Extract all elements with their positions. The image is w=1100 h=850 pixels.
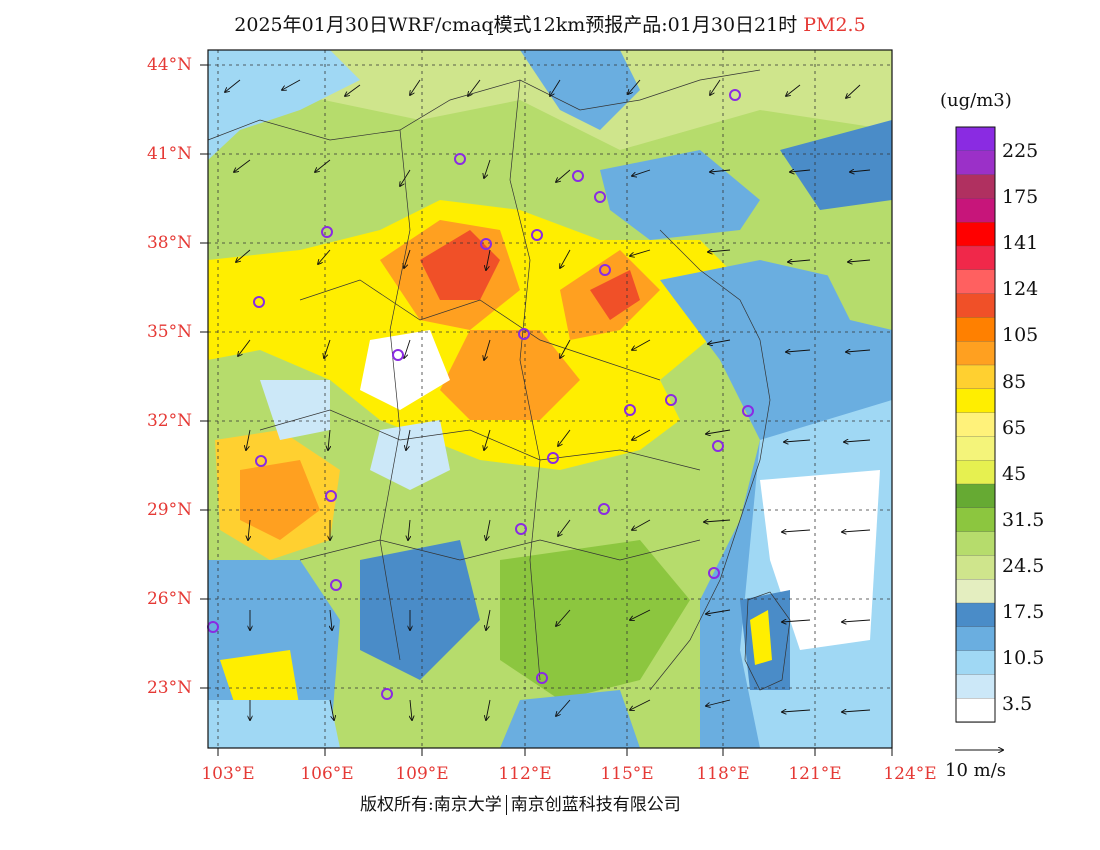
colorbar-swatch xyxy=(955,341,996,366)
colorbar-swatch xyxy=(955,602,996,628)
lon-label-118: 118°E xyxy=(696,764,750,784)
colorbar-swatch xyxy=(955,626,996,652)
colorbar-swatch xyxy=(955,222,996,247)
colorbar-swatch xyxy=(955,126,996,152)
lon-label-121: 121°E xyxy=(788,764,842,784)
wind-vectors xyxy=(225,79,871,720)
wind-scale-label: 10 m/s xyxy=(945,760,1006,781)
colorbar-label: 31.5 xyxy=(1002,508,1045,531)
colorbar-swatch xyxy=(955,483,996,509)
chart-title: 2025年01月30日WRF/cmaq模式12km预报产品:01月30日21时 P… xyxy=(0,10,1100,37)
colorbar-swatch xyxy=(955,317,996,342)
lon-label-124: 124°E xyxy=(883,764,937,784)
lat-label-38: 38°N xyxy=(146,233,192,253)
colorbar-label: 225 xyxy=(1002,140,1039,162)
lat-label-41: 41°N xyxy=(146,144,192,164)
colorbar-swatch xyxy=(955,269,996,295)
colorbar-swatch xyxy=(955,579,996,604)
colorbar-label: 3.5 xyxy=(1002,693,1033,716)
colorbar-frame xyxy=(955,126,996,723)
colorbar-swatch xyxy=(955,555,996,580)
colorbar-swatch xyxy=(955,293,996,319)
lat-label-23: 23°N xyxy=(146,678,192,698)
province-boundaries xyxy=(207,69,791,691)
colorbar-label: 17.5 xyxy=(1002,601,1045,623)
city-markers xyxy=(207,89,754,700)
lon-label-112: 112°E xyxy=(498,764,552,784)
colorbar-label: 85 xyxy=(1002,370,1027,393)
colorbar-label: 10.5 xyxy=(1002,647,1045,670)
colorbar-swatch xyxy=(955,436,996,461)
colorbar-label: 105 xyxy=(1002,324,1039,347)
lat-label-29: 29°N xyxy=(146,500,192,520)
title-main: 2025年01月30日WRF/cmaq模式12km预报产品:01月30日21时 xyxy=(234,14,798,36)
colorbar-label: 45 xyxy=(1002,462,1027,485)
colorbar-swatch xyxy=(955,388,996,414)
colorbar-label: 141 xyxy=(1002,232,1039,255)
title-pollutant: PM2.5 xyxy=(803,14,866,36)
colorbar-unit: (ug/m3) xyxy=(940,90,1012,111)
lon-label-109: 109°E xyxy=(395,764,449,784)
colorbar-label: 175 xyxy=(1002,186,1039,209)
colorbar-swatch xyxy=(955,245,996,271)
colorbar-label: 24.5 xyxy=(1002,554,1045,577)
colorbar-swatch xyxy=(955,150,996,176)
lat-label-44: 44°N xyxy=(146,55,192,75)
colorbar-swatch xyxy=(955,698,996,723)
lat-label-35: 35°N xyxy=(146,322,192,342)
lat-label-26: 26°N xyxy=(146,589,192,609)
concentration-field xyxy=(208,50,892,748)
lon-label-115: 115°E xyxy=(600,764,654,784)
colorbar-swatch xyxy=(955,198,996,223)
footer-separator xyxy=(505,795,507,815)
colorbar-swatch xyxy=(955,507,996,533)
colorbar-swatch xyxy=(955,674,996,699)
colorbar-swatch xyxy=(955,364,996,390)
colorbar-label: 124 xyxy=(1002,278,1039,301)
axis-ticks xyxy=(200,64,893,756)
footer-copyright: 版权所有:南京大学 xyxy=(360,795,502,815)
colorbar-swatch xyxy=(955,531,996,557)
footer: 版权所有:南京大学 南京创蓝科技有限公司 xyxy=(360,790,681,815)
colorbar-swatch xyxy=(955,174,996,200)
colorbar-swatch xyxy=(955,460,996,485)
graticule xyxy=(208,50,892,748)
colorbar-swatch xyxy=(955,650,996,676)
lon-label-106: 106°E xyxy=(300,764,354,784)
lon-label-103: 103°E xyxy=(201,764,255,784)
map-frame xyxy=(207,49,893,749)
colorbar-label: 65 xyxy=(1002,416,1027,439)
footer-company: 南京创蓝科技有限公司 xyxy=(510,795,681,815)
colorbar-swatch xyxy=(955,412,996,438)
colorbar xyxy=(955,126,996,723)
lat-label-32: 32°N xyxy=(146,411,192,431)
